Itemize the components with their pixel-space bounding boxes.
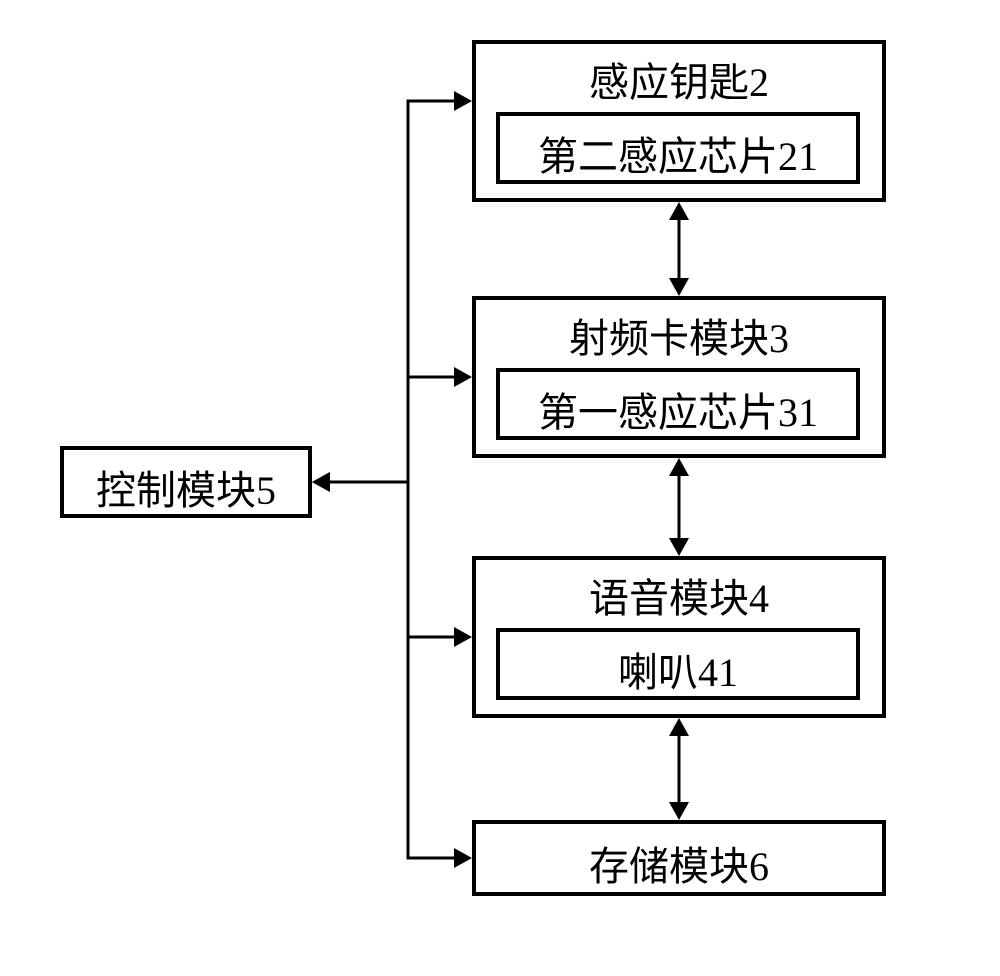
node-voice-module-label: 语音模块4 (472, 566, 886, 624)
node-second-sensor-chip-label: 第二感应芯片21 (496, 124, 860, 182)
node-control-module-label: 控制模块5 (60, 458, 312, 516)
node-first-sensor-chip-label: 第一感应芯片31 (496, 380, 860, 438)
node-rf-card-module-label: 射频卡模块3 (472, 306, 886, 364)
diagram-canvas: 感应钥匙2 第二感应芯片21 射频卡模块3 第一感应芯片31 语音模块4 喇叭4… (0, 0, 1000, 976)
node-storage-module-label: 存储模块6 (472, 834, 886, 892)
node-speaker-label: 喇叭41 (496, 640, 860, 698)
node-sensor-key-label: 感应钥匙2 (472, 50, 886, 108)
